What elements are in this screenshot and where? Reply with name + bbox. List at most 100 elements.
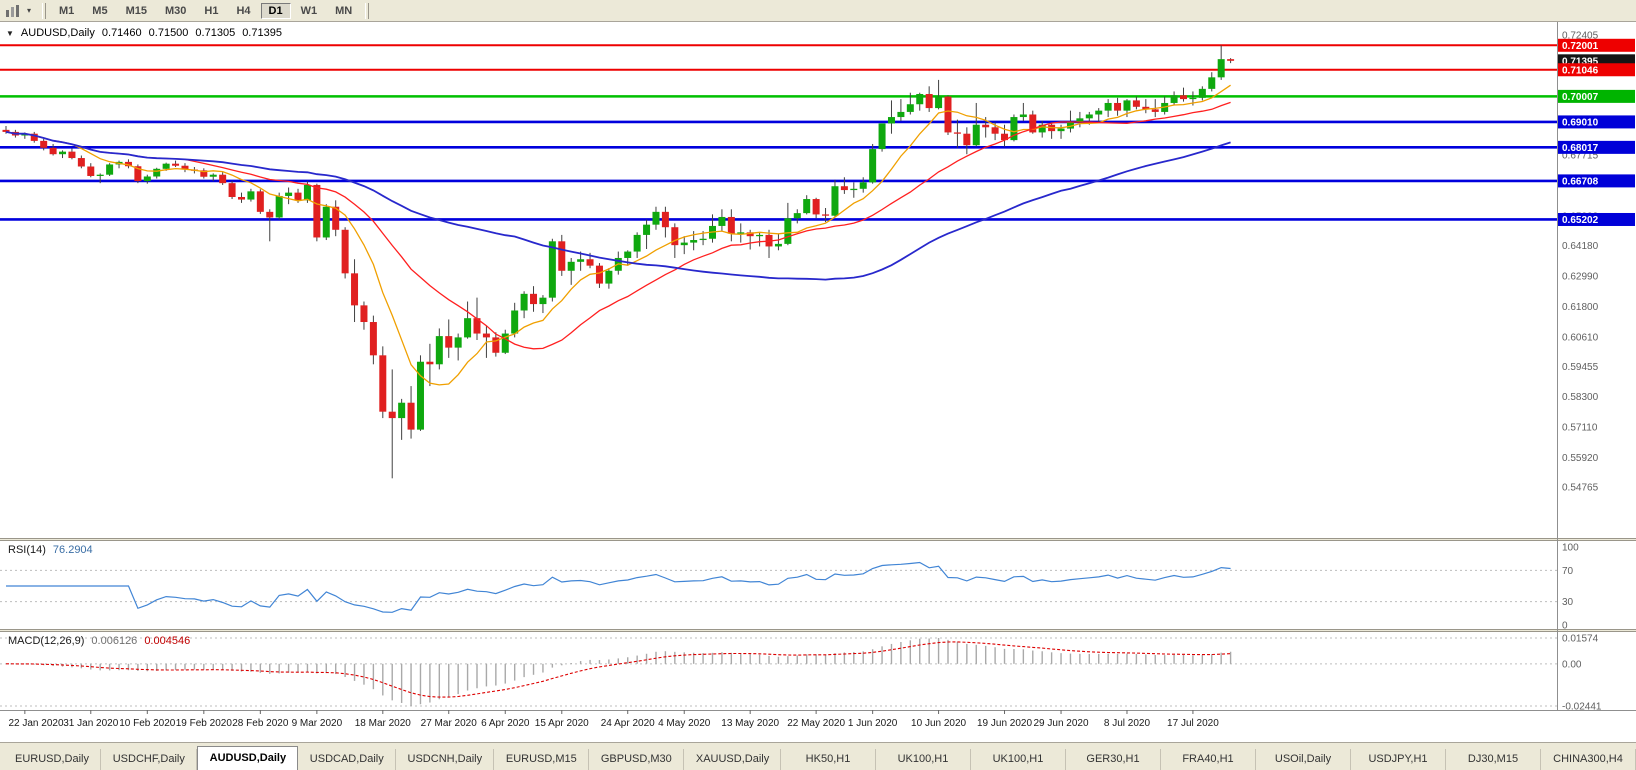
dropdown-caret-icon[interactable]: ▾ (26, 6, 31, 15)
date-label: 27 Mar 2020 (421, 718, 478, 729)
chart-tab-usdcad-daily[interactable]: USDCAD,Daily (298, 749, 396, 770)
date-axis[interactable]: 22 Jan 2020 31 Jan 2020 10 Feb 2020 19 Feb … (8, 710, 1219, 729)
date-label: 10 Jun 2020 (911, 718, 966, 729)
chart-tab-usdjpy-h1[interactable]: USDJPY,H1 (1351, 749, 1446, 770)
candle-body (737, 232, 745, 234)
rsi-line (6, 561, 1231, 613)
candle-body (68, 151, 76, 159)
price-badge (1558, 140, 1635, 154)
candle-body (624, 251, 632, 258)
candle-body (303, 184, 311, 201)
date-label: 15 Apr 2020 (535, 718, 589, 729)
price-tick-label: 0.72405 (1562, 30, 1599, 41)
candle-body (200, 170, 208, 177)
candle-body (1019, 114, 1027, 118)
date-label: 1 Jun 2020 (848, 718, 898, 729)
date-label: 19 Feb 2020 (176, 718, 233, 729)
macd-axis-label: 0.01574 (1562, 634, 1599, 645)
chart-tab-usoil-daily[interactable]: USOil,Daily (1256, 749, 1351, 770)
candle-body (661, 211, 669, 228)
candle-body (756, 234, 764, 237)
candle-body (124, 161, 132, 167)
candle-body (643, 224, 651, 235)
price-axis[interactable]: 0.724050.677150.653330.641800.629900.618… (1558, 30, 1635, 493)
timeframe-button-d1[interactable]: D1 (260, 2, 291, 19)
timeframe-button-mn[interactable]: MN (335, 4, 353, 17)
timeframe-button-m30[interactable]: M30 (164, 4, 187, 17)
candle-body (1170, 95, 1178, 103)
chart-tab-usdcnh-daily[interactable]: USDCNH,Daily (396, 749, 494, 770)
timeframe-button-m5[interactable]: M5 (92, 4, 108, 17)
candle-body (746, 232, 754, 237)
chart-mode-icon[interactable] (3, 3, 23, 19)
candle-body (652, 211, 660, 225)
chart-tab-ger30-h1[interactable]: GER30,H1 (1066, 749, 1161, 770)
candle-body (558, 241, 566, 271)
date-label: 28 Feb 2020 (232, 718, 289, 729)
candle-body (718, 216, 726, 226)
candle-body (181, 165, 189, 170)
candle-body (209, 174, 217, 177)
candle-body (680, 242, 688, 246)
date-label: 10 Feb 2020 (119, 718, 176, 729)
pane-splitter[interactable] (0, 629, 1636, 632)
chart-tab-uk100-h1[interactable]: UK100,H1 (876, 749, 971, 770)
chart-tab-eurusd-daily[interactable]: EURUSD,Daily (3, 749, 101, 770)
chart-tab-audusd-daily[interactable]: AUDUSD,Daily (196, 746, 298, 770)
candle-body (275, 195, 283, 218)
date-label: 18 Mar 2020 (355, 718, 412, 729)
macd-axis-label: 0.00 (1562, 659, 1582, 670)
candle-body (313, 184, 321, 238)
rsi-axis-label: 30 (1562, 597, 1574, 608)
candle-body (1104, 102, 1112, 111)
price-badge-label: 0.71395 (1562, 56, 1599, 67)
candle-body (727, 216, 735, 234)
price-badge-label: 0.66708 (1562, 176, 1599, 187)
chart-canvas[interactable]: 100 70 30 0 0.01574 0.00 -0.02441 0.72405 0.6771… (0, 22, 1636, 742)
timeframe-button-w1[interactable]: W1 (300, 4, 318, 17)
candle-body (407, 402, 415, 430)
candle-body (219, 174, 227, 184)
timeframe-buttons-group: M1 M5 M15 M30 H1 H4 D1 W1 MN (50, 2, 361, 19)
candle-body (426, 361, 434, 365)
candle-body (822, 214, 830, 216)
collapse-triangle-icon[interactable]: ▼ (6, 28, 14, 38)
candle-body (285, 192, 293, 196)
price-tick-label: 0.58300 (1562, 392, 1599, 403)
candle-body (511, 310, 519, 334)
timeframe-button-h4[interactable]: H4 (236, 4, 251, 17)
macd-main-value: 0.006126 (91, 635, 138, 647)
chart-tab-dj30-m15[interactable]: DJ30,M15 (1446, 749, 1541, 770)
candle-body (840, 186, 848, 191)
chart-tab-fra40-h1[interactable]: FRA40,H1 (1161, 749, 1256, 770)
ohlc-close: 0.71395 (242, 27, 282, 39)
macd-name: MACD(12,26,9) (8, 635, 85, 647)
candle-body (162, 163, 170, 169)
candle-body (1057, 128, 1065, 132)
chart-tab-eurusd-m15[interactable]: EURUSD,M15 (494, 749, 589, 770)
toolbar-separator (365, 2, 370, 19)
chart-tab-uk100-h1[interactable]: UK100,H1 (971, 749, 1066, 770)
chart-tab-usdchf-daily[interactable]: USDCHF,Daily (101, 749, 197, 770)
candle-body (247, 191, 255, 200)
date-label: 29 Jun 2020 (1034, 718, 1089, 729)
price-badge (1558, 89, 1635, 103)
timeframe-button-m15[interactable]: M15 (125, 4, 147, 17)
candle-body (774, 243, 782, 247)
candle-body (1198, 88, 1206, 98)
candle-body (501, 333, 509, 353)
candle-body (49, 147, 57, 155)
toolbar-separator (42, 2, 46, 19)
candle-body (982, 124, 990, 128)
pane-splitter[interactable] (0, 538, 1636, 541)
chart-tab-xauusd-daily[interactable]: XAUUSD,Daily (684, 749, 781, 770)
chart-tab-gbpusd-m30[interactable]: GBPUSD,M30 (589, 749, 684, 770)
chart-tab-china300-h4[interactable]: CHINA300,H4 (1541, 749, 1636, 770)
timeframe-button-m1[interactable]: M1 (59, 4, 75, 17)
candle-body (784, 218, 792, 244)
price-badge-label: 0.65202 (1562, 215, 1599, 226)
candle-body (2, 129, 10, 132)
date-label: 6 Apr 2020 (481, 718, 530, 729)
timeframe-button-h1[interactable]: H1 (204, 4, 219, 17)
chart-tab-hk50-h1[interactable]: HK50,H1 (781, 749, 876, 770)
